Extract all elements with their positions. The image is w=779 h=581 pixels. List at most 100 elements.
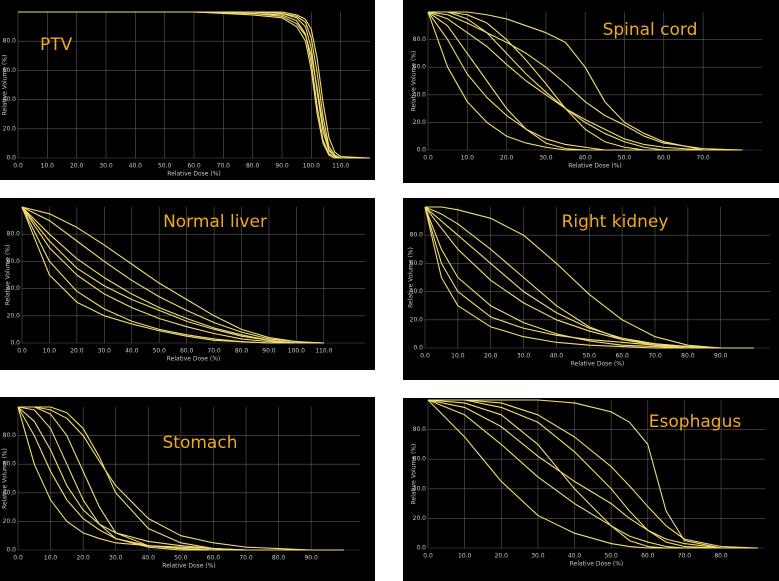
dvh-curve (428, 11, 743, 151)
y-tick-label: 0.0 (6, 155, 16, 162)
x-tick-label: 80.0 (681, 353, 695, 360)
dvh-panel: 0.0 10.0 20.0 30.0 40.0 50.0 60.0 70.0 80.0 90.0 0… (403, 198, 779, 380)
x-tick-label: 0.0 (13, 555, 23, 562)
dvh-panel: 0.0 10.0 20.0 30.0 40.0 50.0 60.0 70.0 0.0 20.0 40… (403, 0, 779, 183)
panel-background (0, 0, 375, 180)
y-tick-label: 20.0 (3, 125, 17, 132)
panel-title: PTV (40, 35, 73, 55)
x-tick-label: 70.0 (648, 353, 662, 360)
y-tick-label: 20.0 (7, 312, 21, 319)
dvh-curve (18, 11, 370, 159)
dvh-panel: 0.0 10.0 20.0 30.0 40.0 50.0 60.0 70.0 80.0 90.0 0… (0, 397, 375, 581)
panel-background (0, 198, 375, 370)
x-tick-label: 20.0 (484, 353, 498, 360)
x-tick-label: 40.0 (142, 555, 156, 562)
y-tick-label: 20.0 (410, 316, 424, 323)
y-tick-label: 40.0 (3, 96, 17, 103)
x-tick-label: 90.0 (304, 555, 318, 562)
dvh-panel: 0.0 10.0 20.0 30.0 40.0 50.0 60.0 70.0 80.0 0.0 20… (403, 398, 779, 581)
x-tick-label: 50.0 (604, 553, 618, 560)
x-tick-label: 20.0 (70, 348, 84, 355)
y-tick-label: 40.0 (3, 489, 17, 496)
panel-title: Normal liver (163, 212, 267, 232)
x-tick-label: 10.0 (41, 163, 55, 170)
dvh-curve (17, 406, 344, 551)
x-tick-label: 30.0 (109, 555, 123, 562)
x-tick-label: 60.0 (207, 555, 221, 562)
y-tick-label: 40.0 (413, 485, 427, 492)
x-tick-label: 70.0 (239, 555, 253, 562)
x-tick-label: 70.0 (217, 163, 231, 170)
x-tick-label: 80.0 (246, 163, 260, 170)
y-tick-label: 60.0 (413, 64, 427, 71)
x-tick-label: 100.0 (288, 348, 305, 355)
y-tick-label: 0.0 (416, 147, 426, 154)
x-axis-label: Relative Dose (%) (167, 171, 221, 178)
x-tick-label: 80.0 (272, 555, 286, 562)
panel-title: Spinal cord (603, 20, 698, 40)
dvh-curve (425, 206, 754, 349)
x-axis-label: Relative Dose (%) (162, 563, 216, 570)
dvh-curve (21, 206, 324, 344)
y-tick-label: 60.0 (413, 456, 427, 463)
dvh-curve (21, 206, 324, 344)
x-tick-label: 30.0 (539, 155, 553, 162)
panel-background (403, 398, 779, 581)
dvh-curve (427, 399, 758, 549)
y-tick-label: 80.0 (3, 432, 17, 439)
x-tick-label: 20.0 (70, 163, 84, 170)
x-tick-label: 60.0 (657, 155, 671, 162)
y-tick-label: 20.0 (413, 515, 427, 522)
panel-background (403, 0, 779, 183)
x-tick-label: 10.0 (461, 155, 475, 162)
y-axis-label: Relative Volume (%) (411, 51, 418, 112)
x-tick-label: 90.0 (714, 353, 728, 360)
y-tick-label: 60.0 (3, 461, 17, 468)
x-tick-label: 90.0 (262, 348, 276, 355)
x-tick-label: 40.0 (125, 348, 139, 355)
x-tick-label: 30.0 (517, 353, 531, 360)
dvh-panel: 0.0 10.0 20.0 30.0 40.0 50.0 60.0 70.0 80.0 90.0 1… (0, 198, 375, 370)
x-tick-label: 110.0 (332, 163, 349, 170)
x-tick-label: 10.0 (451, 353, 465, 360)
dvh-curve (424, 206, 754, 349)
y-tick-label: 40.0 (413, 91, 427, 98)
dvh-curve (21, 206, 324, 344)
y-tick-label: 0.0 (413, 345, 423, 352)
x-tick-label: 30.0 (531, 553, 545, 560)
panel-background (403, 198, 779, 380)
panel-title: Esophagus (649, 412, 742, 432)
dvh-panel: 0.0 10.0 20.0 30.0 40.0 50.0 60.0 70.0 80.0 90.0 1… (0, 0, 375, 180)
dvh-curve (428, 399, 758, 549)
x-tick-label: 0.0 (423, 553, 433, 560)
y-tick-label: 80.0 (413, 36, 427, 43)
x-tick-label: 50.0 (583, 353, 597, 360)
y-axis-label: Relative Volume (%) (5, 245, 12, 306)
y-tick-label: 60.0 (7, 258, 21, 265)
y-tick-label: 40.0 (7, 285, 21, 292)
y-tick-label: 80.0 (3, 38, 17, 45)
y-tick-label: 80.0 (410, 232, 424, 239)
dvh-curve (424, 206, 754, 349)
dvh-curve (428, 399, 758, 549)
x-tick-label: 60.0 (615, 353, 629, 360)
x-tick-label: 60.0 (641, 553, 655, 560)
x-tick-label: 100.0 (303, 163, 320, 170)
x-tick-label: 10.0 (458, 553, 472, 560)
x-tick-label: 40.0 (129, 163, 143, 170)
panel-title: Right kidney (562, 212, 669, 232)
y-tick-label: 20.0 (3, 518, 17, 525)
x-tick-label: 70.0 (696, 155, 710, 162)
y-axis-label: Relative Volume (%) (411, 444, 418, 505)
x-tick-label: 50.0 (618, 155, 632, 162)
y-tick-label: 0.0 (6, 547, 16, 554)
x-tick-label: 70.0 (207, 348, 221, 355)
y-tick-label: 0.0 (10, 340, 20, 347)
x-tick-label: 80.0 (235, 348, 249, 355)
x-tick-label: 10.0 (43, 348, 57, 355)
x-tick-label: 20.0 (76, 555, 90, 562)
dvh-curve (428, 11, 743, 151)
y-tick-label: 0.0 (416, 545, 426, 552)
x-tick-label: 20.0 (495, 553, 509, 560)
